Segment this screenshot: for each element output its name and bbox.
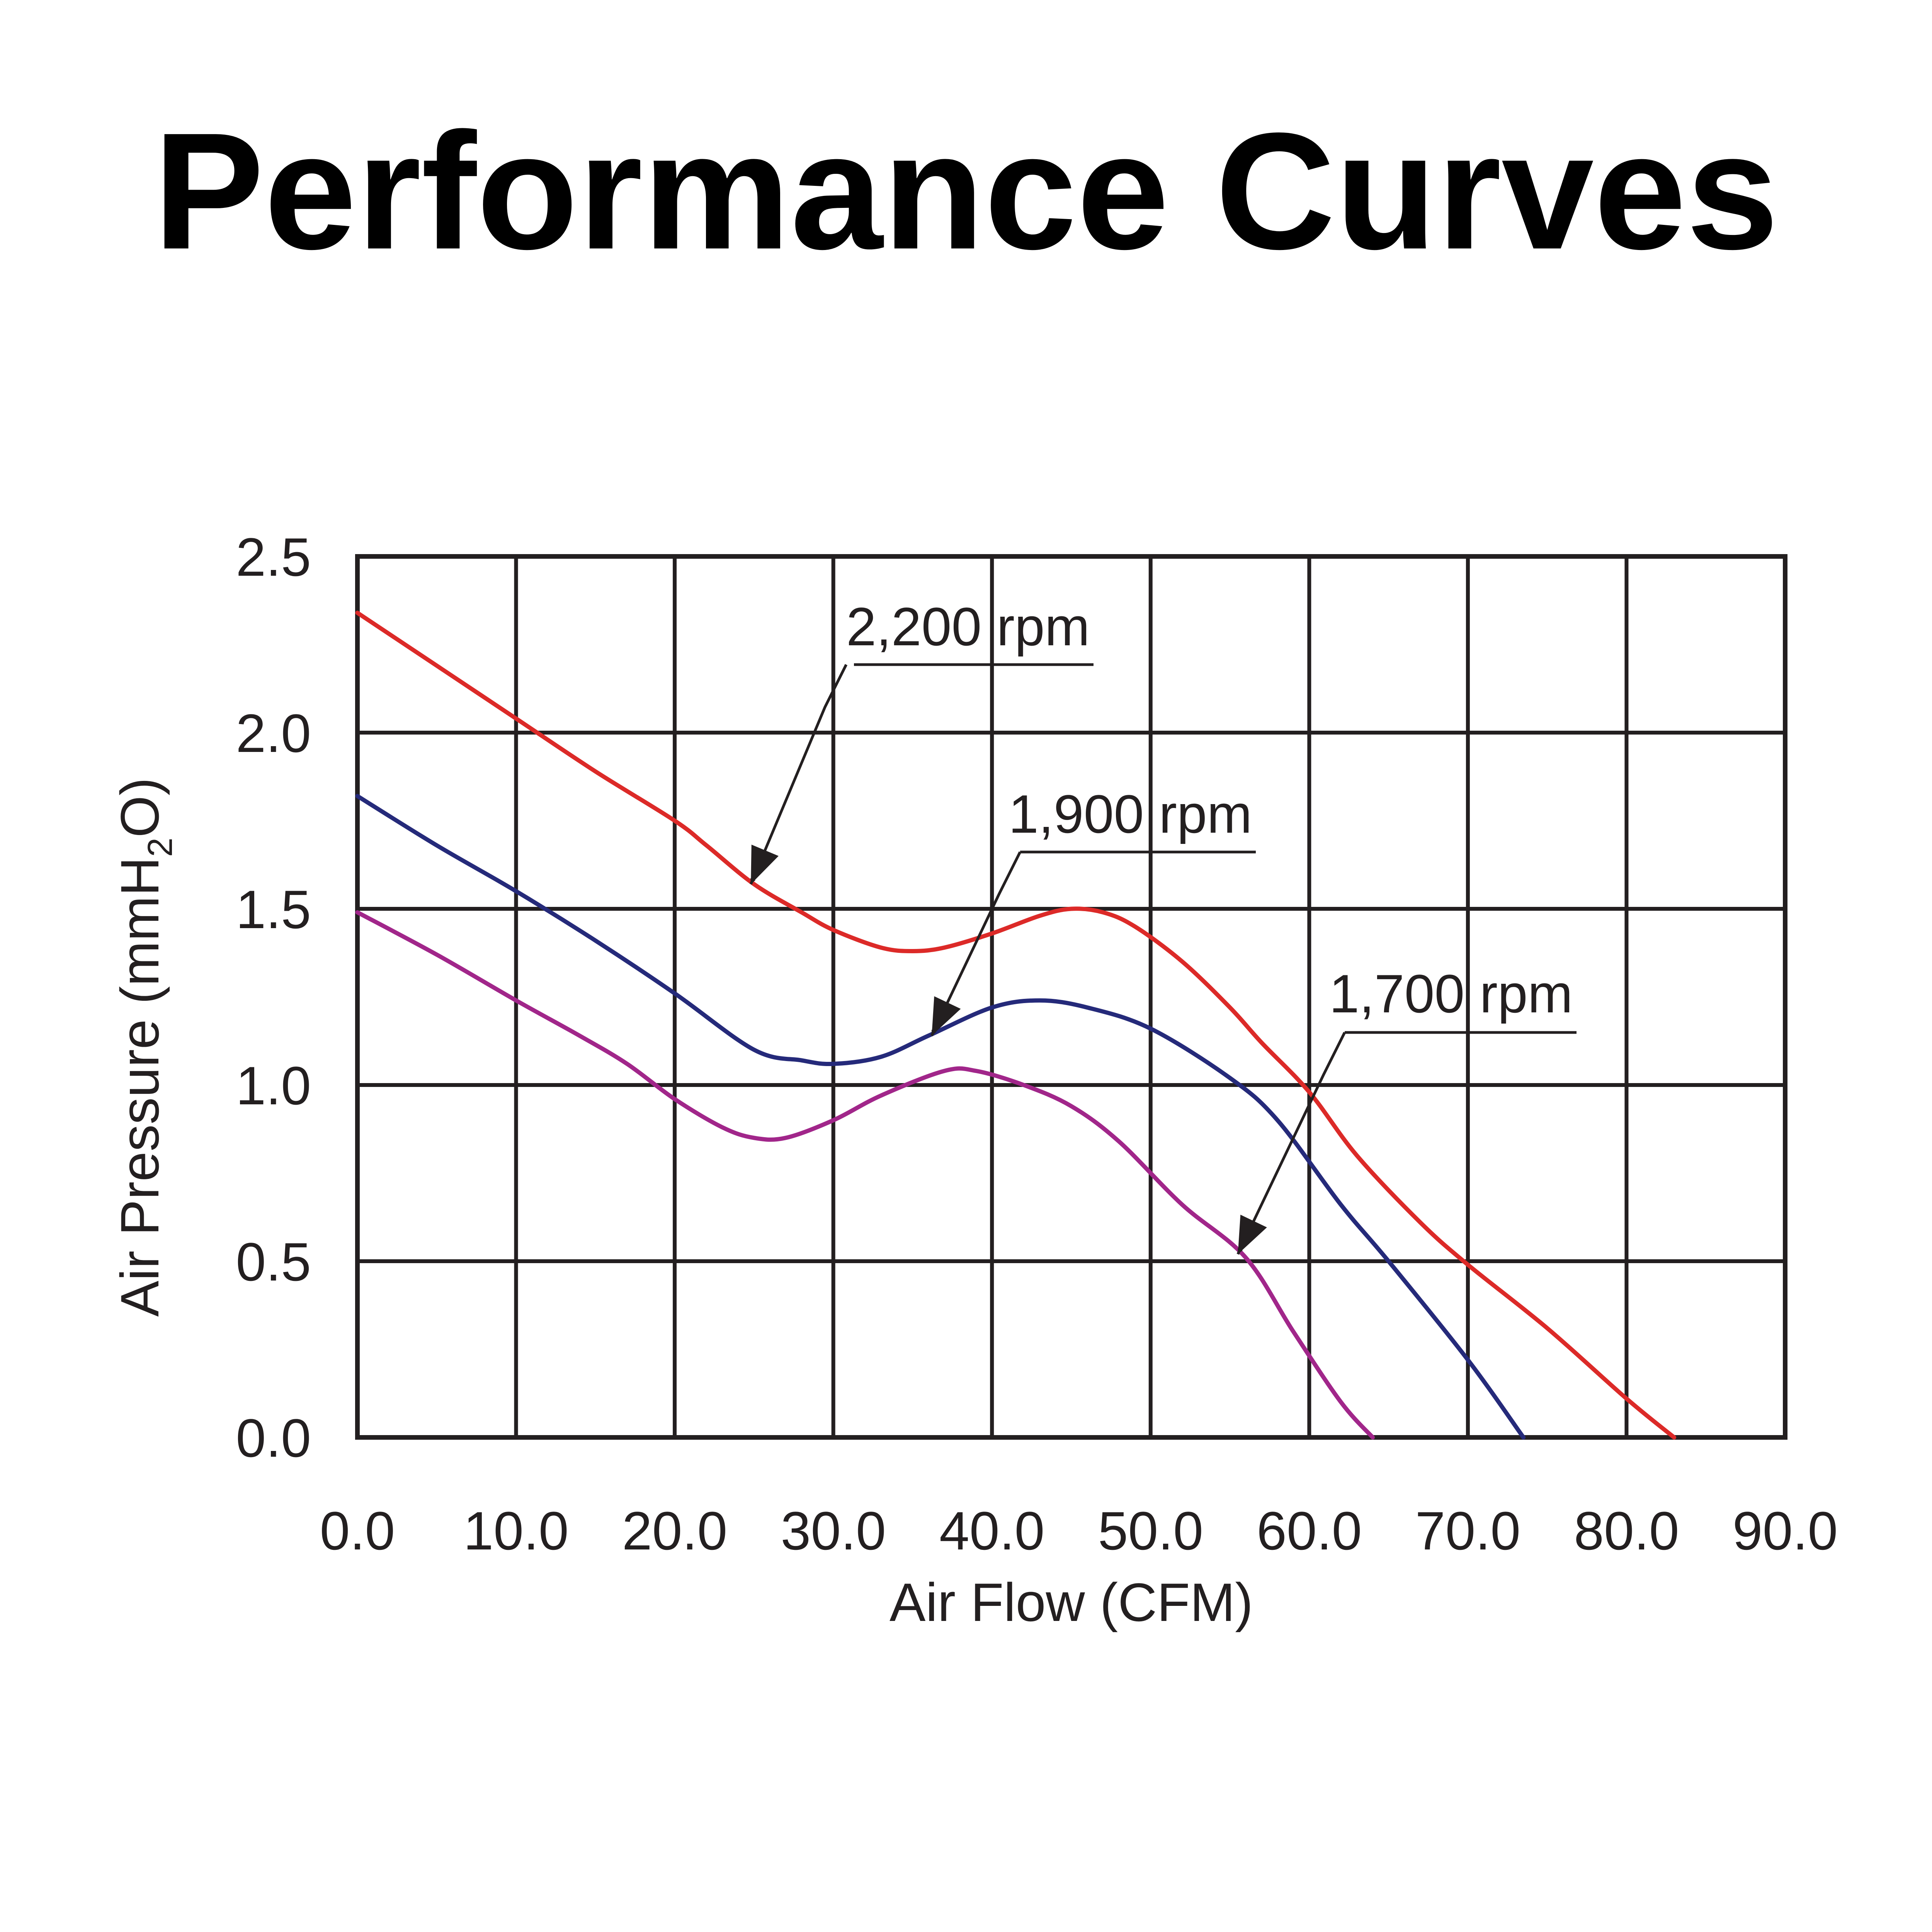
callout-arrow xyxy=(749,664,848,885)
callout-arrowhead xyxy=(751,844,779,884)
plot-frame xyxy=(355,554,1787,1440)
x-tick-label: 20.0 xyxy=(622,1500,727,1561)
callout-label-2-200-rpm: 2,200 rpm xyxy=(846,596,1090,657)
series-line-2-200-rpm xyxy=(355,611,1677,1440)
y-tick-label: 1.5 xyxy=(236,879,311,940)
x-tick-label: 0.0 xyxy=(320,1500,395,1561)
x-tick-label: 30.0 xyxy=(781,1500,886,1561)
x-tick-label: 80.0 xyxy=(1574,1500,1679,1561)
callout-arrow xyxy=(1236,1032,1346,1255)
x-tick-label: 60.0 xyxy=(1257,1500,1362,1561)
y-tick-label: 2.5 xyxy=(236,527,311,587)
callout-arrow xyxy=(930,851,1022,1036)
annotations: 2,200 rpm 1,900 rpm 1,700 rpm xyxy=(749,596,1577,1255)
y-tick-label: 1.0 xyxy=(236,1055,311,1116)
y-tick-label: 0.0 xyxy=(236,1408,311,1468)
chart-title: Performance Curves xyxy=(153,99,1779,284)
callout-arrowhead xyxy=(932,996,961,1036)
x-tick-label: 40.0 xyxy=(939,1500,1044,1561)
y-tick-label: 0.5 xyxy=(236,1231,311,1292)
y-axis-label: Air Pressure (mmH2O) xyxy=(109,777,180,1317)
x-axis-label: Air Flow (CFM) xyxy=(889,1572,1253,1633)
y-tick-label: 2.0 xyxy=(236,703,311,764)
x-tick-label: 10.0 xyxy=(463,1500,568,1561)
x-tick-label: 50.0 xyxy=(1098,1500,1203,1561)
y-axis-label-subscript: 2 xyxy=(141,838,180,857)
x-tick-label: 70.0 xyxy=(1415,1500,1520,1561)
y-axis-label-main: Air Pressure (mmH xyxy=(109,857,170,1317)
series-lines xyxy=(355,611,1677,1440)
callout-label-1-900-rpm: 1,900 rpm xyxy=(1009,784,1252,844)
x-tick-label: 90.0 xyxy=(1733,1500,1838,1561)
callout-arrowhead xyxy=(1238,1214,1267,1254)
callout-label-1-700-rpm: 1,700 rpm xyxy=(1329,963,1573,1024)
y-axis-label-end: O) xyxy=(109,777,170,838)
series-line-1-700-rpm xyxy=(355,910,1375,1440)
series-line-1-900-rpm xyxy=(355,794,1526,1440)
tick-labels: 0.0 10.0 20.0 30.0 40.0 50.0 60.0 70.0 80.0 90.0 0… xyxy=(236,527,1838,1561)
